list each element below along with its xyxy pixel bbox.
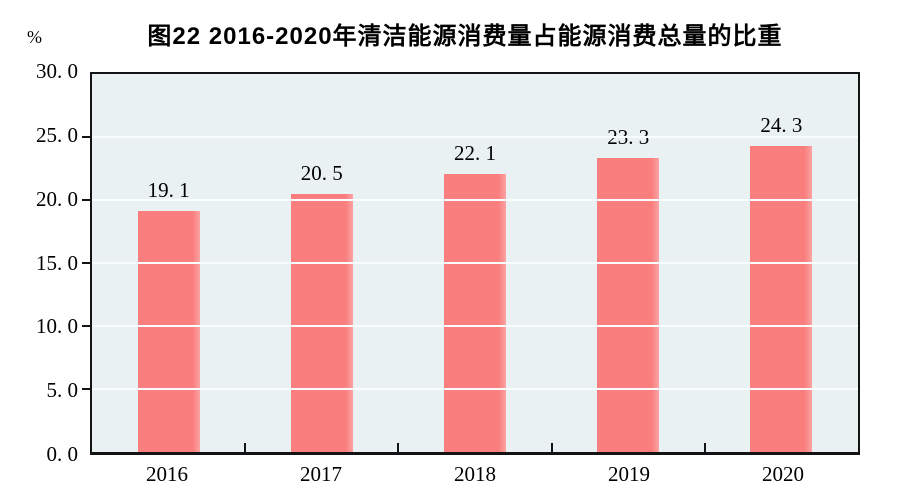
- y-tick-label: 10. 0: [36, 314, 78, 339]
- y-axis-tick: [82, 198, 91, 201]
- x-tick-label: 2017: [300, 462, 342, 486]
- x-axis-tick: [550, 443, 553, 452]
- bar-value-label: 24. 3: [760, 112, 803, 137]
- gridline: [92, 135, 858, 138]
- x-axis-tick: [244, 443, 247, 452]
- x-axis-tick: [703, 443, 706, 452]
- y-axis-tick: [82, 324, 91, 327]
- x-tick-label: 2019: [608, 462, 650, 486]
- gridline: [92, 388, 858, 390]
- bar: [137, 211, 200, 452]
- bar-value-label: 19. 1: [147, 178, 190, 203]
- bar-group: 19. 1: [92, 74, 245, 452]
- x-tick-label: 2020: [762, 462, 804, 486]
- bar-group: 23. 3: [552, 74, 705, 452]
- y-tick-label: 25. 0: [36, 122, 78, 147]
- x-tick-label: 2016: [146, 462, 188, 486]
- bar-group: 24. 3: [705, 74, 858, 452]
- x-axis: 2016 2017 2018 2019 2020: [90, 462, 860, 487]
- y-tick-label: 20. 0: [36, 186, 78, 211]
- gridline: [92, 198, 858, 201]
- y-tick-label: 0. 0: [46, 442, 79, 466]
- y-tick-label: 5. 0: [46, 378, 79, 403]
- bar: [597, 158, 660, 452]
- y-axis-tick: [82, 135, 91, 138]
- bar-value-label: 22. 1: [454, 140, 496, 165]
- y-axis: 0. 0 5. 0 10. 0 15. 0 20. 0 25. 0 30. 0: [0, 59, 80, 466]
- gridline: [92, 262, 858, 264]
- y-axis-unit-label: %: [27, 27, 42, 47]
- bar-group: 20. 5: [245, 74, 398, 452]
- gridline: [92, 324, 858, 327]
- bar: [750, 145, 813, 452]
- y-axis-tick: [82, 388, 91, 390]
- bar-group: 22. 1: [398, 74, 551, 452]
- bar: [444, 173, 506, 452]
- bar-value-label: 20. 5: [300, 160, 343, 185]
- chart-title: 图22 2016-2020年清洁能源消费量占能源消费总量的比重: [147, 23, 783, 50]
- y-tick-label: 15. 0: [36, 250, 78, 275]
- y-axis-tick: [82, 262, 91, 264]
- bar-series: 19. 1 20. 5 22. 1 23. 3 24. 3: [92, 74, 858, 452]
- x-axis-tick: [397, 443, 400, 452]
- y-tick-label: 30. 0: [36, 59, 78, 83]
- plot-area: 19. 1 20. 5 22. 1 23. 3 24. 3: [82, 72, 860, 455]
- bar: [290, 193, 353, 452]
- x-tick-label: 2018: [454, 462, 496, 486]
